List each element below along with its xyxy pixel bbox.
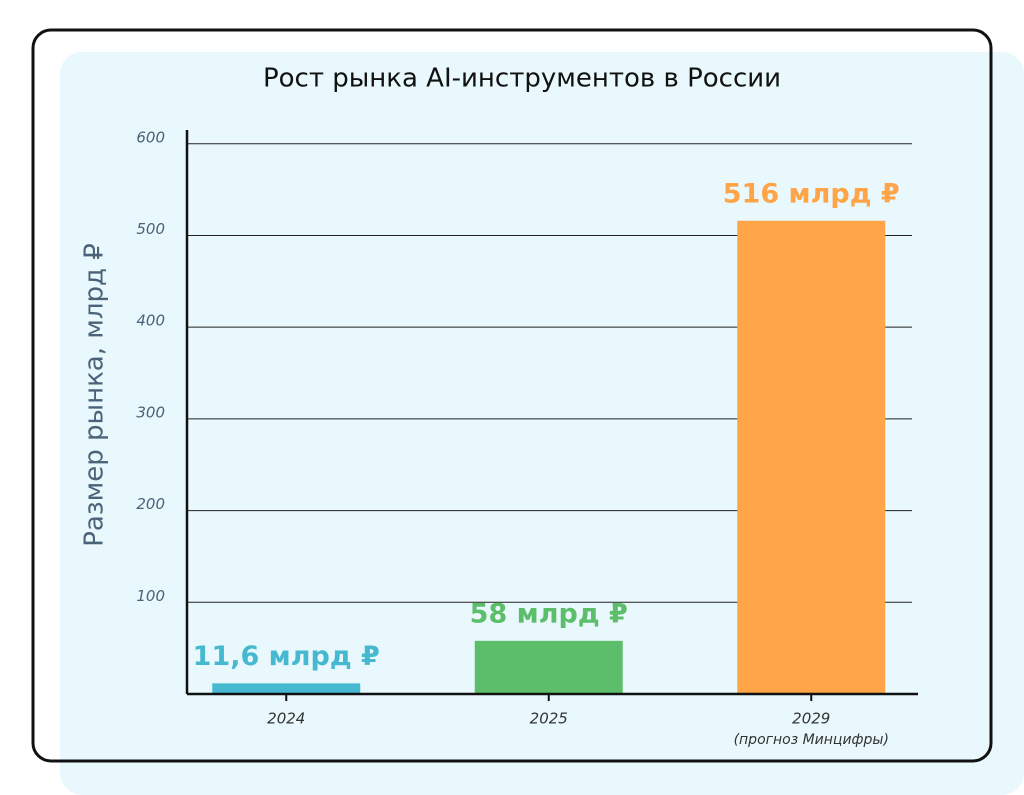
bar bbox=[737, 220, 886, 695]
y-tick-label: 100 bbox=[136, 587, 165, 605]
y-tick-label: 400 bbox=[136, 312, 165, 330]
y-tick-label: 500 bbox=[136, 220, 165, 238]
frame bbox=[31, 28, 993, 763]
data-label: 516 млрд ₽ bbox=[723, 178, 900, 209]
y-tick-label: 300 bbox=[136, 403, 165, 421]
x-tick-label: 2029 bbox=[792, 710, 830, 728]
bar bbox=[474, 640, 623, 694]
bar bbox=[212, 683, 361, 694]
y-tick-label: 600 bbox=[136, 128, 165, 146]
x-tick-label: 2024 bbox=[267, 710, 305, 728]
x-tick-label: 2025 bbox=[530, 710, 568, 728]
y-tick-label: 200 bbox=[136, 495, 165, 513]
data-label: 58 млрд ₽ bbox=[470, 598, 628, 629]
data-label: 11,6 млрд ₽ bbox=[193, 641, 380, 672]
y-axis-label: Размер рынка, млрд ₽ bbox=[80, 243, 110, 547]
chart-title: Рост рынка AI-инструментов в России bbox=[263, 64, 781, 94]
x-tick-note: (прогноз Минцифры) bbox=[734, 732, 889, 748]
